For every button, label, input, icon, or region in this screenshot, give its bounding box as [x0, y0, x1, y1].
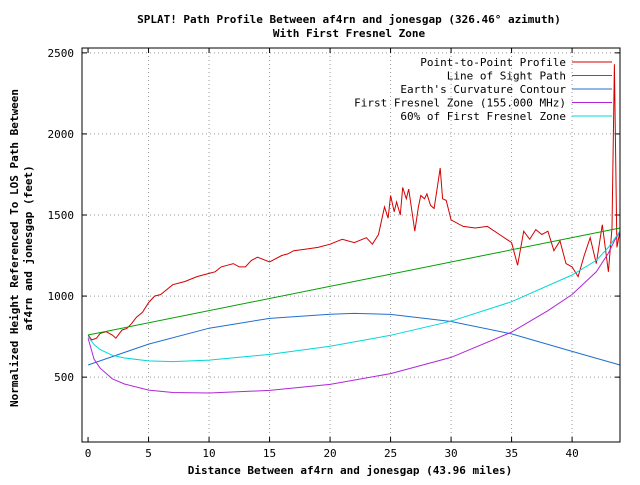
y-tick-label: 2500	[48, 47, 75, 60]
x-tick-label: 20	[323, 447, 336, 460]
x-tick-label: 10	[202, 447, 215, 460]
axis-ticks: 0 5 10 15 20 25 30 35 40 500 1000 1500 2000 2500	[48, 47, 620, 460]
legend-label-earth-s-curvature-contour: Earth's Curvature Contour	[400, 83, 566, 96]
chart-title-line-2: With First Fresnel Zone	[273, 27, 426, 40]
x-axis-label: Distance Between af4rn and jonesgap (43.…	[188, 464, 513, 477]
grid-lines	[82, 48, 620, 442]
legend-label-line-of-sight-path: Line of Sight Path	[447, 70, 566, 83]
y-tick-label: 500	[54, 371, 74, 384]
series-lines	[87, 64, 621, 394]
y-tick-label: 1000	[48, 290, 75, 303]
series-first-fresnel-zone-155-000-mhz	[87, 230, 621, 394]
x-tick-label: 25	[384, 447, 397, 460]
x-tick-label: 35	[505, 447, 518, 460]
series-earth-s-curvature-contour	[87, 312, 621, 366]
x-tick-label: 40	[565, 447, 578, 460]
x-tick-label: 0	[85, 447, 92, 460]
series-line-of-sight-path	[88, 227, 621, 336]
plot-frame	[81, 47, 621, 443]
y-axis-label-line-1: Normalized Height Referenced To LOS Path…	[8, 89, 21, 407]
series-60-of-first-fresnel-zone	[87, 230, 621, 363]
x-tick-label: 15	[263, 447, 276, 460]
x-tick-label: 30	[444, 447, 457, 460]
legend-label-point-to-point-profile: Point-to-Point Profile	[420, 56, 566, 69]
series-point-to-point-profile	[87, 64, 621, 341]
y-tick-label: 2000	[48, 128, 75, 141]
y-axis-label-line-2: af4rn and jonesgap (feet)	[22, 165, 35, 331]
chart-title-line-1: SPLAT! Path Profile Between af4rn and jo…	[137, 13, 561, 26]
legend-label-60-of-first-fresnel-zone: 60% of First Fresnel Zone	[400, 110, 566, 123]
y-tick-label: 1500	[48, 209, 75, 222]
legend-label-first-fresnel-zone-155-000-mhz: First Fresnel Zone (155.000 MHz)	[354, 97, 566, 110]
x-tick-label: 5	[145, 447, 152, 460]
